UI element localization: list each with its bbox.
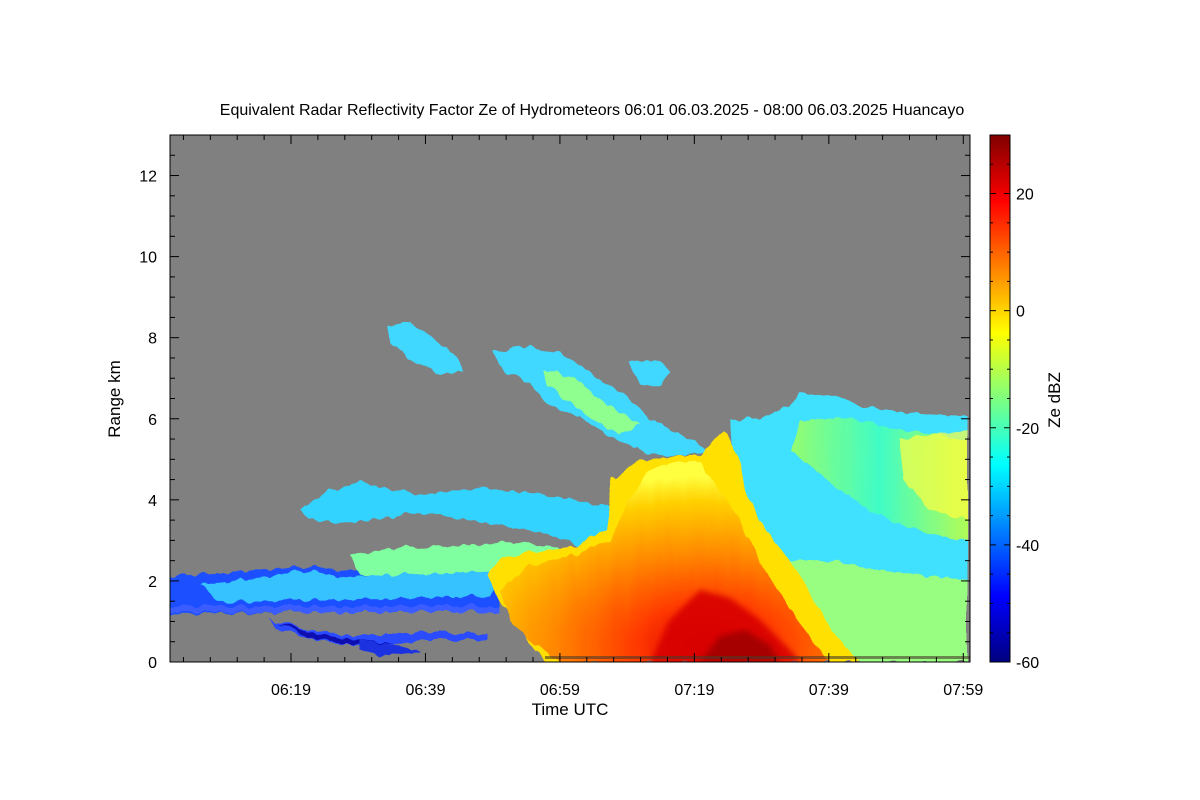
x-axis-label: Time UTC — [532, 700, 609, 719]
y-tick-label: 10 — [139, 250, 157, 267]
x-tick-label: 07:19 — [674, 682, 714, 699]
chart-title: Equivalent Radar Reflectivity Factor Ze … — [220, 102, 965, 119]
y-tick-label: 12 — [139, 169, 157, 186]
colorbar-tick-label: -20 — [1016, 421, 1039, 438]
colorbar-axis: -60 -40 -20 0 20 — [990, 134, 1039, 672]
y-axis-label: Range km — [105, 360, 124, 437]
echo-low-weak-core — [280, 624, 395, 644]
echo-low-weak-patch — [360, 640, 420, 656]
echo-boundary-layer-cyan — [200, 566, 500, 602]
colorbar-tick-label: -60 — [1016, 655, 1039, 672]
x-tick-label: 06:59 — [540, 682, 580, 699]
y-tick-label: 0 — [148, 655, 157, 672]
x-tick-label: 07:39 — [809, 682, 849, 699]
echo-upper-cloud-green — [545, 368, 640, 434]
echo-mid-level-layer — [300, 482, 640, 546]
x-tick-label: 07:59 — [943, 682, 983, 699]
colorbar-label: Ze dBZ — [1045, 372, 1064, 428]
y-tick-label: 6 — [148, 412, 157, 429]
echo-convective-darkred — [700, 630, 780, 662]
colorbar-tick-label: -40 — [1016, 538, 1039, 555]
y-axis: 0 2 4 6 8 10 12 — [139, 134, 970, 672]
x-tick-label: 06:19 — [271, 682, 311, 699]
y-tick-label: 8 — [148, 331, 157, 348]
x-axis: 06:19 06:39 06:59 07:19 07:39 07:59 — [182, 135, 983, 699]
echo-trailing-yellow — [900, 430, 968, 520]
echo-upper-cloud-right — [628, 360, 672, 388]
colorbar-tick-label: 0 — [1016, 304, 1025, 321]
echo-surface-line — [545, 656, 970, 659]
colorbar-tick-label: 20 — [1016, 187, 1034, 204]
y-tick-label: 4 — [148, 493, 157, 510]
echo-layer — [170, 322, 970, 662]
y-tick-label: 2 — [148, 574, 157, 591]
echo-upper-cloud-small — [386, 322, 465, 376]
echo-lowlevel-line — [170, 606, 500, 612]
x-tick-label: 06:39 — [405, 682, 445, 699]
